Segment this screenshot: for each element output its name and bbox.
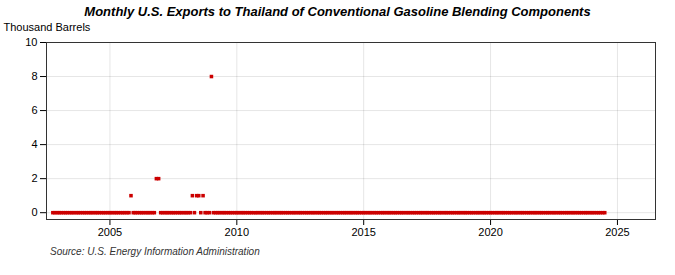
html-text:Monthly U.S. Exports to Thaila: Monthly U.S. Exports to Thailand of Conv… xyxy=(84,4,591,19)
html-text:Source: U.S. Energy Informatio: Source: U.S. Energy Information Administ… xyxy=(50,246,260,257)
svg-text:8: 8 xyxy=(31,70,37,82)
svg-text:0: 0 xyxy=(31,206,37,218)
svg-text:2020: 2020 xyxy=(478,226,502,238)
svg-text:2015: 2015 xyxy=(351,226,375,238)
svg-text:2005: 2005 xyxy=(98,226,122,238)
svg-text:2010: 2010 xyxy=(225,226,249,238)
svg-text:2: 2 xyxy=(31,172,37,184)
svg-text:2025: 2025 xyxy=(605,226,629,238)
svg-text:10: 10 xyxy=(25,36,37,48)
svg-text:6: 6 xyxy=(31,104,37,116)
svg-text:4: 4 xyxy=(31,138,37,150)
svg-text:Thousand Barrels: Thousand Barrels xyxy=(4,21,91,33)
